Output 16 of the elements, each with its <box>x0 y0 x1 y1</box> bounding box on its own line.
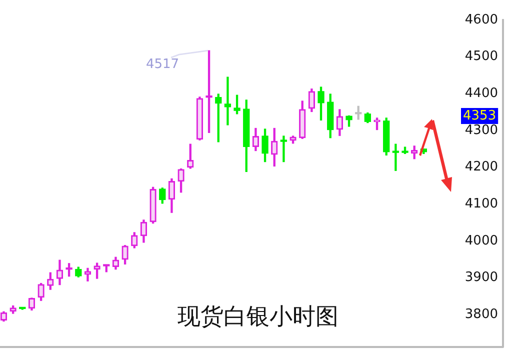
annotation: 4517 <box>146 56 180 72</box>
y-tick-label: 4200 <box>464 160 498 175</box>
candlestick <box>280 136 288 162</box>
y-tick-label: 4100 <box>464 196 498 212</box>
y-tick-label: 3900 <box>464 270 498 286</box>
y-tick-label: 4500 <box>464 49 498 64</box>
y-tick-label: 4000 <box>464 233 498 248</box>
y-tick-label: 3800 <box>464 306 498 322</box>
y-tick-label: 4600 <box>464 12 498 28</box>
candlestick <box>224 76 232 126</box>
text: 现货白银小时图 <box>178 304 338 330</box>
candlestick <box>206 50 212 134</box>
text: 4353 <box>463 108 496 124</box>
y-tick-label: 4400 <box>464 86 498 102</box>
candlestick <box>392 144 400 171</box>
y-tick-label: 4300 <box>464 122 498 138</box>
